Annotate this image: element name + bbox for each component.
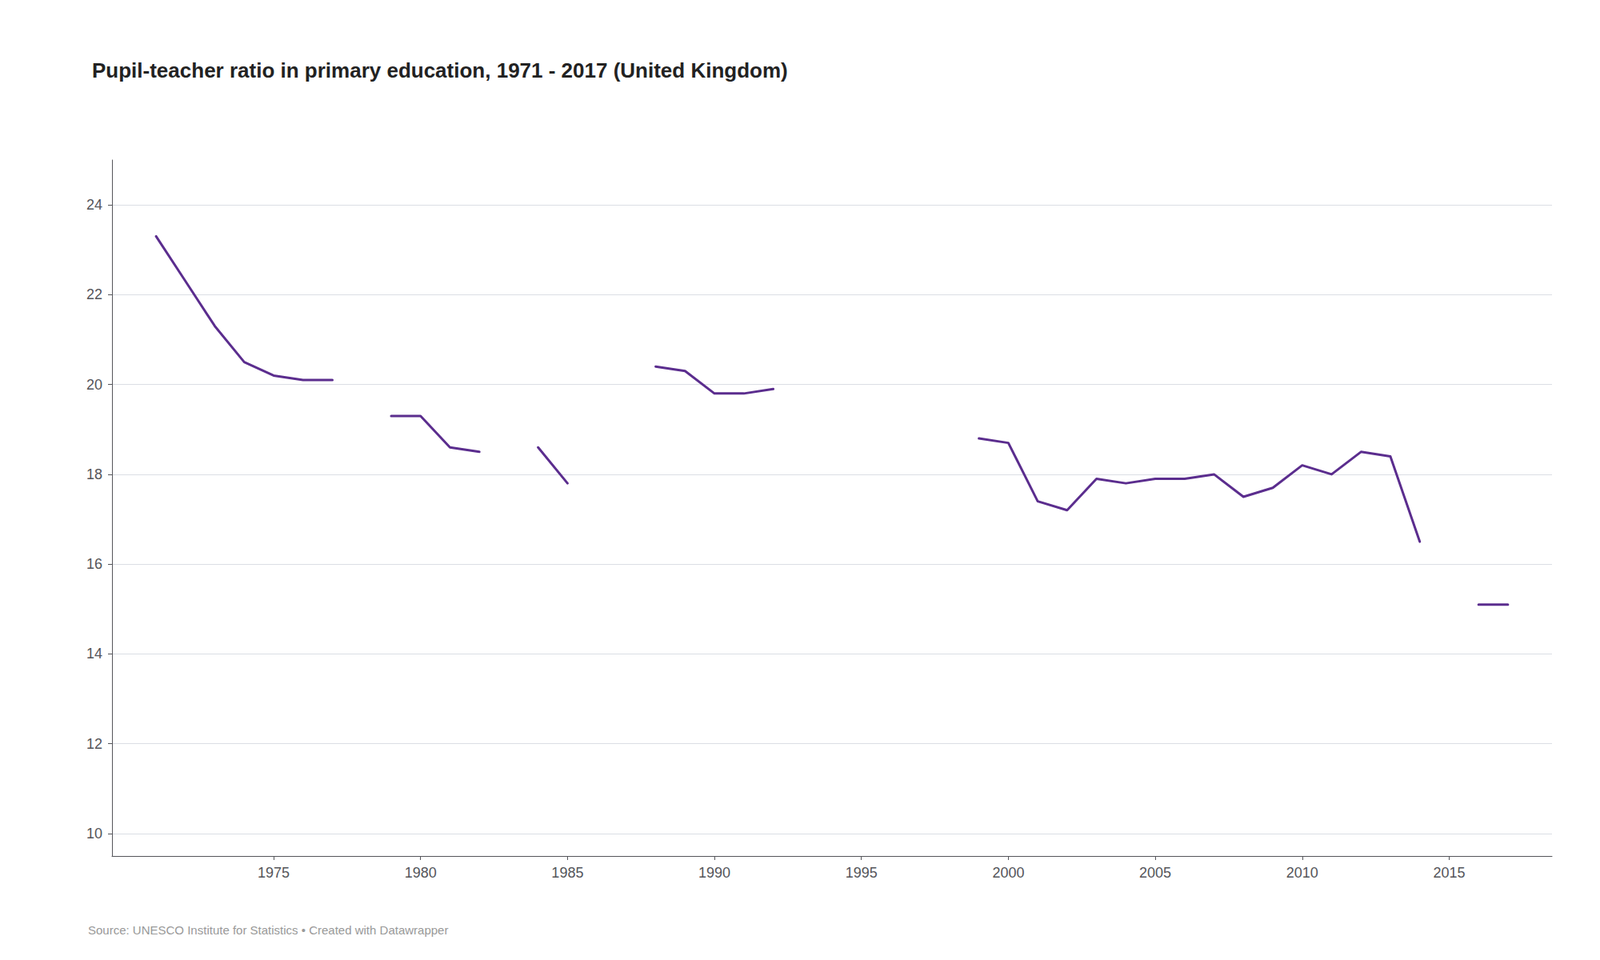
svg-text:10: 10 (86, 825, 103, 842)
svg-text:Source: UNESCO Institute for S: Source: UNESCO Institute for Statistics … (88, 923, 448, 937)
svg-text:14: 14 (86, 645, 103, 662)
svg-text:Pupil-teacher ratio in primary: Pupil-teacher ratio in primary education… (92, 58, 788, 83)
svg-text:20: 20 (86, 376, 103, 393)
svg-text:16: 16 (86, 556, 103, 572)
svg-text:18: 18 (86, 466, 103, 483)
svg-text:1980: 1980 (404, 864, 437, 881)
svg-text:2010: 2010 (1286, 864, 1319, 881)
svg-text:22: 22 (86, 286, 103, 303)
svg-text:1985: 1985 (551, 864, 584, 881)
svg-text:2015: 2015 (1432, 864, 1465, 881)
svg-text:1995: 1995 (845, 864, 878, 881)
svg-text:24: 24 (86, 196, 103, 213)
svg-text:12: 12 (86, 736, 103, 752)
svg-text:2000: 2000 (992, 864, 1024, 881)
svg-text:1990: 1990 (698, 864, 731, 881)
svg-text:2005: 2005 (1139, 864, 1172, 881)
svg-text:1975: 1975 (257, 864, 290, 881)
